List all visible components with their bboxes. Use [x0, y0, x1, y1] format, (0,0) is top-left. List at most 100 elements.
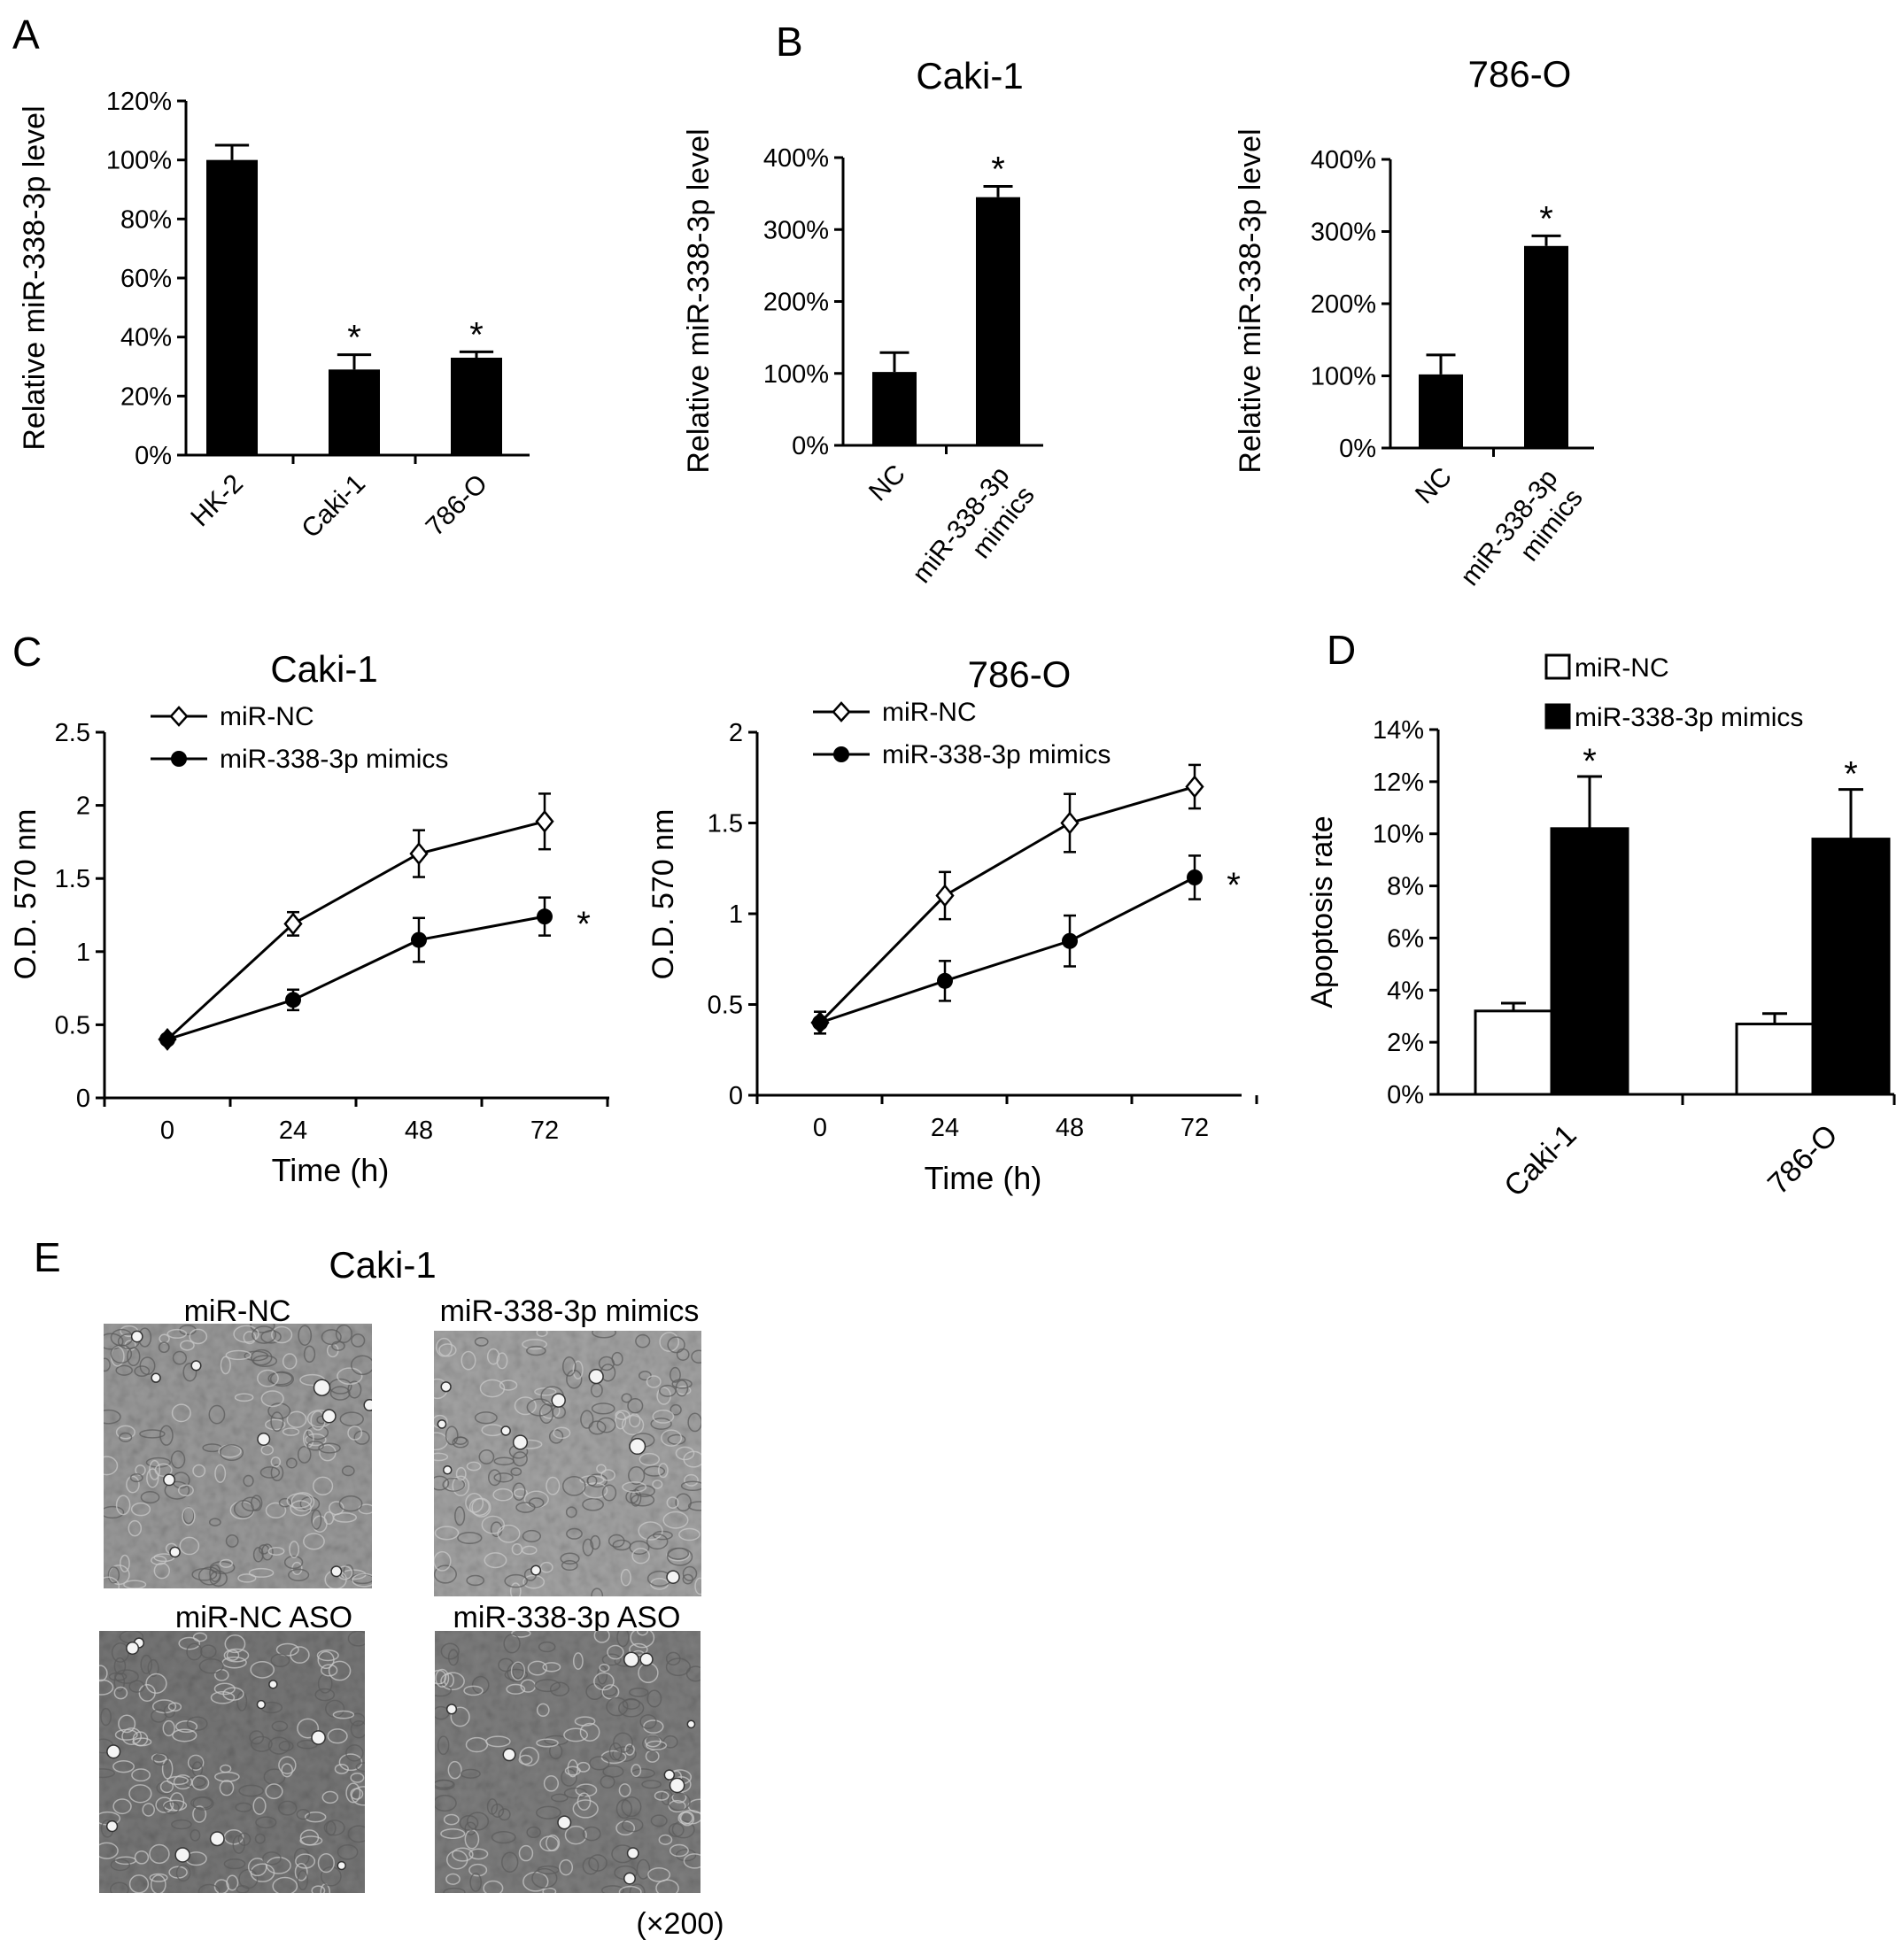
micrograph-cell [677, 1812, 693, 1825]
micrograph-bright-cell [268, 1680, 278, 1689]
micrograph-cell [666, 1547, 693, 1566]
micrograph-cell [255, 1816, 277, 1829]
micrograph-cell [501, 1851, 519, 1873]
micrograph-bright-cell [257, 1432, 271, 1446]
y-tick-label: 0% [1387, 1081, 1424, 1109]
micrograph-cell [621, 1393, 632, 1403]
micrograph-cell [243, 1474, 254, 1487]
micrograph-cell [223, 1858, 246, 1870]
micrograph-cell [226, 1650, 240, 1661]
x-axis-label: Time (h) [925, 1160, 1042, 1196]
y-tick-label: 0% [1339, 435, 1376, 463]
micrograph-cell [627, 1397, 644, 1414]
micrograph-cell [447, 1649, 460, 1666]
micrograph-cell [542, 1887, 557, 1893]
micrograph-cell [311, 1509, 322, 1530]
micrograph-cell [283, 1555, 304, 1570]
point-mir-nc [535, 809, 554, 833]
micrograph-cell [450, 1706, 470, 1727]
micrograph-cell [572, 1360, 584, 1379]
micrograph-cell [142, 1803, 155, 1817]
micrograph-cell [166, 1775, 189, 1786]
micrograph-cell [499, 1379, 518, 1391]
micrograph-cell [566, 1369, 583, 1389]
micrograph-cell [123, 1580, 147, 1588]
micrograph-cell [655, 1879, 679, 1893]
micrograph-cell [511, 1631, 531, 1638]
micrograph-mimics [434, 1331, 701, 1596]
micrograph-cell [546, 1476, 561, 1495]
micrograph-cell [682, 1573, 693, 1585]
y-tick-label: 2 [76, 792, 90, 821]
micrograph-cell [219, 1780, 235, 1796]
micrograph-cell [314, 1688, 336, 1702]
micrograph-cell [631, 1547, 650, 1565]
micrograph-cell [186, 1716, 208, 1731]
micrograph-cell [657, 1463, 669, 1479]
micrograph-cell [682, 1565, 698, 1581]
micrograph-cell [639, 1452, 661, 1466]
micrograph-cell [260, 1390, 284, 1408]
micrograph-cell [171, 1403, 191, 1423]
micrograph-cell [680, 1480, 701, 1492]
micrograph-cell [531, 1867, 558, 1889]
micrograph-cell [121, 1727, 143, 1745]
micrograph-cell [220, 1764, 232, 1773]
micrograph-cell [163, 1799, 188, 1812]
x-category-label: NC [863, 460, 911, 507]
micrograph-content [434, 1331, 701, 1596]
micrograph-cell [151, 1699, 177, 1714]
micrograph-cell [192, 1805, 207, 1823]
micrograph-cell [347, 1425, 363, 1441]
micrograph-cell [667, 1792, 691, 1812]
y-tick-label: 2 [729, 719, 743, 747]
bar-nc [1419, 374, 1463, 448]
micrograph-cell [345, 1782, 361, 1804]
micrograph-bright-cell [330, 1565, 343, 1578]
micrograph-cell [271, 1720, 289, 1732]
micrograph-cell [247, 1858, 267, 1877]
x-axis-label: Time (h) [272, 1152, 390, 1188]
x-category-label: miR-338-3pmimics [907, 461, 1041, 608]
micrograph-cell [189, 1328, 208, 1345]
legend-marker-mimics [171, 751, 187, 767]
micrograph-cell [435, 1779, 455, 1790]
micrograph-cell [282, 1427, 300, 1436]
micrograph-cell [615, 1820, 636, 1836]
micrograph-cell [325, 1820, 337, 1836]
micrograph-cell [131, 1768, 151, 1782]
point-mimics [812, 1015, 828, 1031]
micrograph-cell [297, 1445, 312, 1464]
micrograph-cell [613, 1732, 633, 1753]
series-line-mimics [166, 915, 546, 1041]
micrograph-cell [328, 1660, 352, 1681]
micrograph-cell [498, 1808, 511, 1821]
micrograph-cell [445, 1425, 459, 1446]
bar-nc [872, 372, 917, 445]
x-category-label: 786-O [421, 469, 493, 542]
micrograph-cell [579, 1722, 600, 1742]
micrograph-cell [140, 1491, 160, 1504]
legend-label: miR-NC [1575, 653, 1669, 683]
micrograph-cell [457, 1532, 483, 1544]
micrograph-cell [646, 1689, 662, 1708]
micrograph-cell [582, 1826, 601, 1842]
point-mir-nc [1185, 775, 1204, 799]
micrograph-cell [152, 1752, 169, 1766]
micrograph-cell [566, 1527, 583, 1540]
y-tick-label: 0.5 [708, 992, 743, 1020]
micrograph-cell [323, 1510, 335, 1526]
micrograph-cell [151, 1709, 167, 1723]
micrograph-cell [345, 1744, 364, 1762]
micrograph-label-338-aso: miR-338-3p ASO [453, 1601, 681, 1634]
micrograph-cell [180, 1340, 195, 1351]
micrograph-cell [224, 1634, 246, 1654]
micrograph-bright-cell [363, 1398, 372, 1411]
micrograph-cell [442, 1477, 466, 1492]
micrograph-cell [267, 1371, 293, 1386]
micrograph-cell [503, 1634, 521, 1654]
micrograph-cell [659, 1385, 677, 1397]
micrograph-cell [285, 1457, 298, 1469]
micrograph-cell [675, 1493, 692, 1512]
micrograph-cell [440, 1642, 460, 1660]
